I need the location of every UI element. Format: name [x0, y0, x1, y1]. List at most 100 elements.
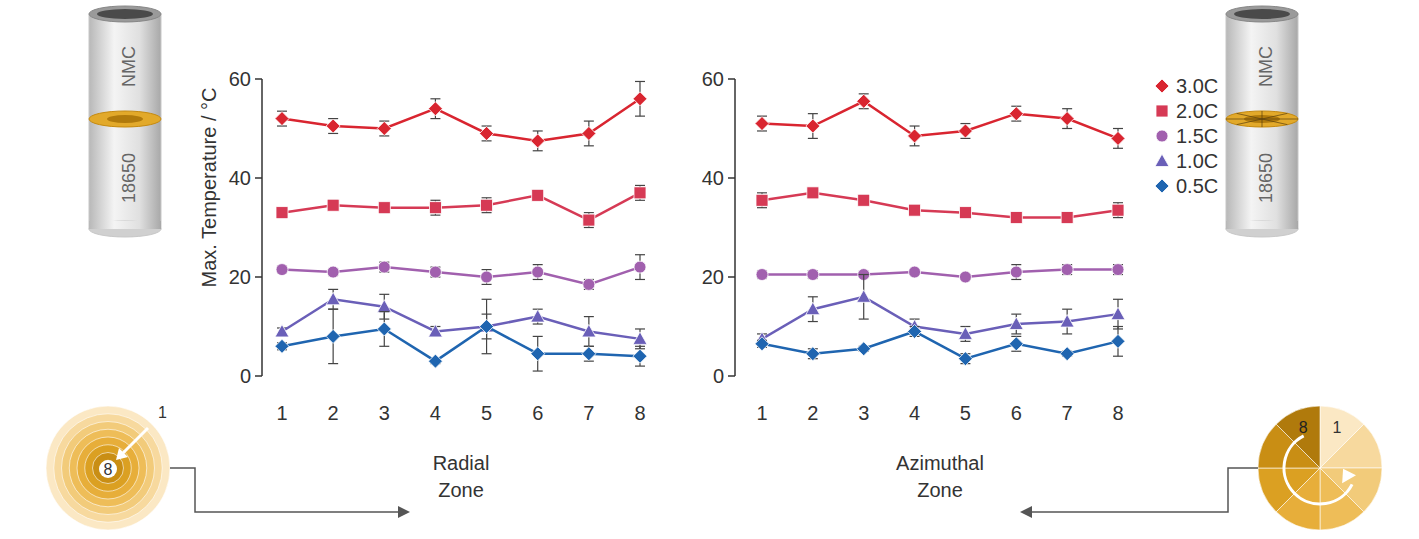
x-axis-title-line: Zone	[917, 479, 963, 501]
data-point	[1111, 334, 1125, 348]
y-tick	[728, 177, 735, 179]
data-point	[1060, 347, 1074, 361]
error-bar-cap	[584, 212, 594, 213]
y-tick-label: 0	[713, 365, 724, 387]
error-bar-cap	[584, 120, 594, 121]
cell-body	[89, 221, 161, 229]
error-bar-cap	[635, 346, 645, 347]
x-axis-title-line: Zone	[438, 479, 484, 501]
error-bar-cap	[328, 289, 338, 290]
y-tick-label: 20	[229, 266, 251, 288]
data-point	[1010, 212, 1022, 224]
data-point	[1009, 317, 1023, 330]
error-bar-cap	[635, 81, 645, 82]
error-bar-cap	[379, 311, 389, 312]
connector-arrow	[1020, 506, 1032, 518]
data-point	[326, 329, 340, 343]
plot-area	[275, 81, 647, 371]
data-point	[327, 266, 339, 278]
data-point	[857, 342, 871, 356]
x-tick-label: 3	[858, 402, 869, 424]
error-bar-cap	[430, 98, 440, 99]
data-point	[275, 112, 289, 126]
error-bar-cap	[1113, 326, 1123, 327]
data-point	[959, 207, 971, 219]
error-bar-cap	[1011, 279, 1021, 280]
error-bar-cap	[430, 200, 440, 201]
data-point	[909, 266, 921, 278]
azimuthal-zone	[1320, 424, 1382, 468]
cell-label: NMC	[119, 46, 139, 87]
connector	[170, 468, 400, 512]
legend-label: 0.5C	[1176, 175, 1218, 197]
zone-band-line	[1262, 113, 1287, 119]
azimuthal-zone	[1258, 468, 1320, 512]
cell-cap	[1234, 9, 1290, 19]
y-tick	[728, 375, 735, 377]
y-tick	[255, 375, 262, 377]
legend-label: 1.5C	[1176, 125, 1218, 147]
y-axis-line	[261, 79, 263, 376]
legend-marker	[1156, 130, 1168, 142]
azimuthal-zones-disc	[1258, 406, 1382, 530]
data-point	[583, 278, 595, 290]
data-point	[908, 129, 922, 143]
error-bar-cap	[1113, 356, 1123, 357]
data-point	[1111, 307, 1125, 320]
error-bar-cap	[859, 318, 869, 319]
data-point	[1009, 337, 1023, 351]
data-point	[909, 204, 921, 216]
cell-drawing: NMC18650	[89, 6, 161, 237]
azimuthal-zone	[1276, 406, 1320, 468]
zone-label: 1	[158, 404, 167, 421]
series-line	[762, 297, 1118, 339]
data-point	[276, 264, 288, 276]
x-tick-label: 4	[909, 402, 920, 424]
data-point	[959, 271, 971, 283]
x-tick-label: 6	[532, 402, 543, 424]
zone-band	[107, 115, 143, 123]
data-point	[1112, 264, 1124, 276]
data-point	[858, 194, 870, 206]
x-tick-label: 8	[634, 402, 645, 424]
error-bar-cap	[1011, 333, 1021, 334]
zone-band	[89, 111, 161, 127]
data-point	[377, 122, 391, 136]
y-tick-label: 40	[229, 167, 251, 189]
radial-zone	[54, 414, 163, 523]
error-bar-cap	[584, 316, 594, 317]
connector-arrow	[398, 506, 410, 518]
error-bar-cap	[533, 370, 543, 371]
y-tick	[728, 276, 735, 278]
error-bar-cap	[1113, 202, 1123, 203]
error-bar-cap	[482, 299, 492, 300]
error-bar	[635, 255, 645, 280]
data-point	[807, 269, 819, 281]
error-bar-cap	[533, 279, 543, 280]
error-bar-cap	[533, 150, 543, 151]
data-point	[326, 292, 340, 305]
cell-body	[89, 14, 161, 229]
y-axis-line	[734, 79, 736, 376]
figure: 0204060Max. Temperature / °C12345678Radi…	[0, 0, 1419, 539]
data-point	[1061, 264, 1073, 276]
data-point	[806, 302, 820, 315]
y-tick	[255, 276, 262, 278]
x-tick-label: 6	[1011, 402, 1022, 424]
error-bar-cap	[808, 113, 818, 114]
data-point	[857, 290, 871, 303]
zone-band-line	[1262, 119, 1298, 120]
y-axis-title: Max. Temperature / °C	[198, 88, 220, 288]
zone-label: 1	[1332, 419, 1341, 436]
label-patch	[99, 460, 117, 478]
data-point	[958, 352, 972, 366]
error-bar-cap	[1062, 108, 1072, 109]
error-bar-cap	[1011, 264, 1021, 265]
y-tick	[255, 177, 262, 179]
error-bar-cap	[1011, 314, 1021, 315]
radial-zone	[46, 406, 170, 530]
zone-band-line	[1262, 119, 1287, 125]
error-bar-cap	[1113, 148, 1123, 149]
error-bar-cap	[430, 215, 440, 216]
plot-area	[755, 94, 1125, 366]
